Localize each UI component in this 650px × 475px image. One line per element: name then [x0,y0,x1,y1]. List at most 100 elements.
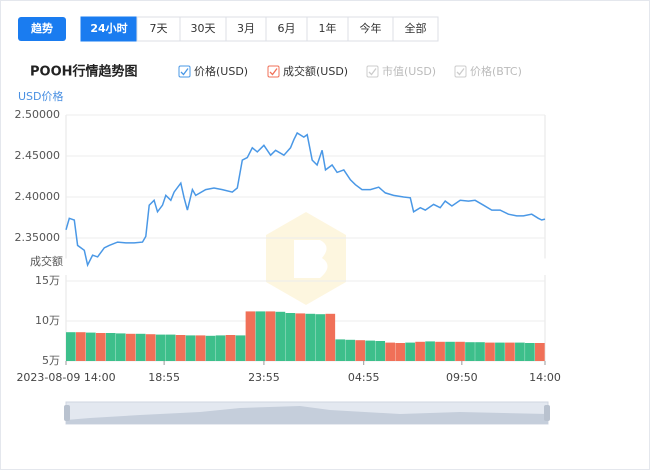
y-tick-label: 2.35000 [15,231,61,244]
volume-bar [215,335,226,361]
volume-bar [295,313,306,361]
legend-check [269,68,278,76]
volume-bar [365,340,376,361]
legend-check [180,68,189,76]
range-tab[interactable] [306,16,349,42]
volume-bar [475,342,485,361]
volume-bar [405,342,415,361]
volume-bar [66,332,76,361]
range-tab-label[interactable]: 6月 [278,22,296,35]
y-tick-label: 5万 [42,354,60,367]
volume-bar [395,343,405,361]
volume-bar [465,342,475,361]
legend-check [368,68,377,76]
volume-bar [195,335,206,361]
zoom-slider[interactable] [64,401,550,425]
range-tab[interactable] [347,16,394,42]
x-tick-label: 14:00 [529,371,561,384]
chart-title: POOH行情趋势图 [30,64,138,80]
x-tick-label: 2023-08-09 14:00 [16,371,115,384]
volume-bar [355,340,366,361]
x-tick-label: 23:55 [248,371,280,384]
volume-bar [515,342,525,361]
plots: 2.35000 2.40000 2.45000 2.50000 5万 10万 15万 2023… [15,108,561,384]
volume-bar [435,341,445,361]
range-tab[interactable] [80,16,138,42]
range-tab-label[interactable]: 7天 [150,22,168,35]
price-line [65,131,546,268]
range-tab-label[interactable]: 今年 [360,21,382,35]
range-tabs: 24小时 7天 30天 3月 6月 1年 今年 全部 [80,16,439,42]
legend-label[interactable]: 价格(USD) [194,64,248,78]
volume-bar [445,341,455,361]
range-tab-label[interactable]: 1年 [319,21,337,35]
volume-bar [425,341,435,361]
volume-bar [165,334,176,361]
volume-bar [415,341,425,361]
range-tab-label[interactable]: 3月 [237,22,255,35]
x-tick-label: 09:50 [446,371,478,384]
y-axis-label: USD价格 [18,89,64,103]
y-tick-label: 10万 [35,314,60,327]
y-tick-label: 2.40000 [15,190,61,203]
volume-bar [205,335,216,361]
mode-tab-label[interactable]: 趋势 [31,21,53,35]
volume-bar [265,311,276,361]
volume-bar [135,333,146,361]
y-tick-label: 2.50000 [15,108,61,121]
volume-bar [175,335,186,361]
volume-bar [485,342,495,361]
slider-handle[interactable] [64,405,70,421]
legend-checkbox[interactable] [178,65,191,78]
volume-bar [155,334,166,361]
volume-bar [105,333,116,361]
volume-bar [345,339,356,361]
x-tick-label: 04:55 [348,371,380,384]
legend-checkbox[interactable] [267,65,280,78]
volume-bar [305,313,316,361]
legend-label[interactable]: 价格(BTC) [470,64,522,78]
volume-bar [455,341,465,361]
volume-bar [375,341,386,361]
slider-preview [66,406,548,424]
mode-tab[interactable] [18,17,66,41]
slider-handle[interactable] [544,405,550,421]
volume-bar [505,342,515,361]
range-tab-label[interactable]: 30天 [191,22,216,35]
volume-bar [185,335,196,361]
x-tick-label: 18:55 [148,371,180,384]
legend-checkbox[interactable] [366,65,379,78]
volume-bar [285,313,296,361]
volume-axis-label: 成交额 [30,254,63,268]
volume-bar [335,339,346,361]
volume-bar [275,311,286,361]
volume-bar [85,332,96,361]
y-tick-label: 2.45000 [15,149,61,162]
volume-bar [75,332,86,361]
volume-bar [125,333,136,361]
range-tab[interactable] [225,16,267,42]
legend-label[interactable]: 市值(USD) [382,64,436,78]
volume-bar [225,335,236,361]
volume-bar [235,335,246,361]
volume-bar [95,333,106,361]
volume-bar [145,334,156,361]
range-tab[interactable] [265,16,308,42]
watermark [266,212,346,305]
range-tab-label[interactable]: 全部 [405,21,427,35]
volume-bar [325,313,336,361]
volume-bar [245,311,256,361]
volume-bar [385,342,396,361]
range-tab[interactable] [392,16,439,42]
volume-bar [315,314,326,361]
legend: 价格(USD) 成交额(USD) 市值(USD) 价格(BTC) [178,64,522,78]
volume-bar [115,333,126,361]
volume-bar [495,342,505,361]
legend-checkbox[interactable] [454,65,467,78]
legend-label[interactable]: 成交额(USD) [283,64,348,78]
range-tab-label[interactable]: 24小时 [90,21,127,35]
volume-bar [255,311,266,361]
